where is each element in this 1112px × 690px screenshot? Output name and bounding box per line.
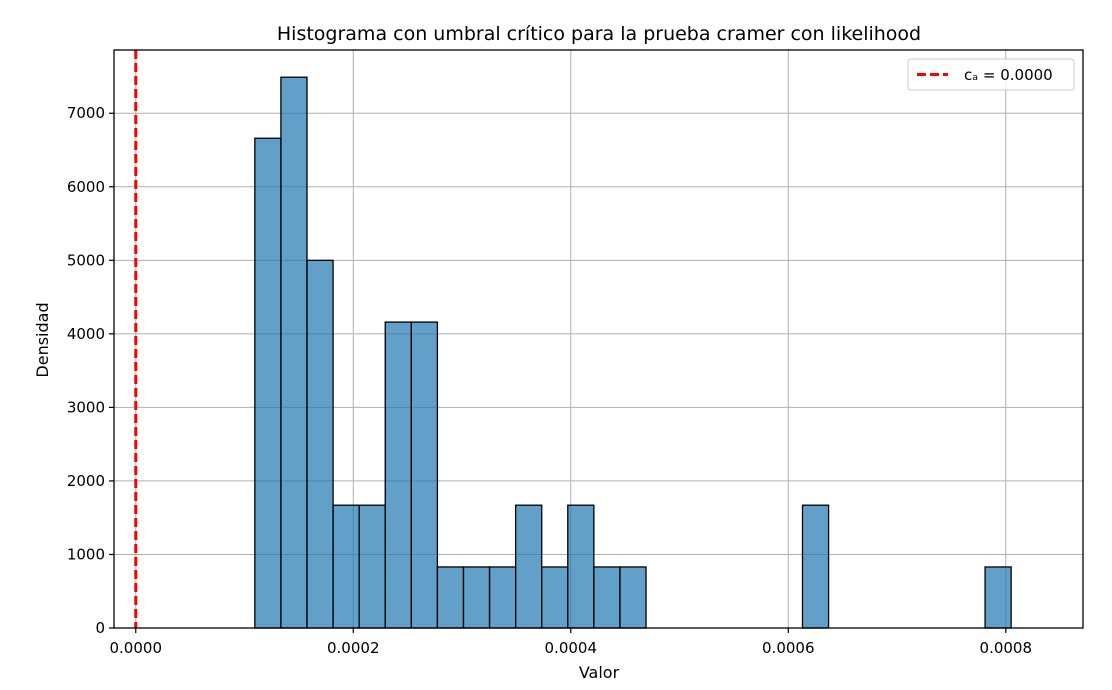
histogram-bar-6 <box>410 321 439 629</box>
histogram-bars <box>254 76 1012 629</box>
histogram-bar-5 <box>384 321 412 629</box>
histogram-bar-2 <box>306 259 334 629</box>
histogram-bar-9 <box>488 566 517 629</box>
y-tick-label-5: 5000 <box>67 251 105 269</box>
x-tick-label-0: 0.0000 <box>110 639 163 657</box>
histogram-bar-7 <box>436 566 465 629</box>
y-tick-label-1: 1000 <box>67 545 105 563</box>
histogram-bar-11 <box>541 566 569 629</box>
y-tick-label-0: 0 <box>95 619 105 637</box>
x-axis: 0.0000 0.0002 0.0004 0.0006 0.0008 <box>110 628 1033 657</box>
x-tick-label-3: 0.0006 <box>762 639 815 657</box>
y-tick-label-4: 4000 <box>67 325 105 343</box>
y-tick-label-6: 6000 <box>67 178 105 196</box>
y-tick-label-7: 7000 <box>67 104 105 122</box>
legend: cₐ = 0.0000 <box>907 58 1075 91</box>
histogram-bar-12 <box>567 504 595 629</box>
x-tick-label-1: 0.0002 <box>327 639 380 657</box>
histogram-bar-14 <box>619 566 647 629</box>
chart-title: Histograma con umbral crítico para la pr… <box>277 23 921 45</box>
plot-frame <box>113 49 1084 629</box>
histogram-bar-0 <box>254 137 282 629</box>
x-axis-label: Valor <box>579 663 620 682</box>
y-tick-label-2: 2000 <box>67 472 105 490</box>
legend-threshold-label: cₐ = 0.0000 <box>964 66 1053 84</box>
y-axis: 0 1000 2000 3000 4000 5000 6000 7000 <box>67 104 114 637</box>
histogram-bar-8 <box>462 566 491 629</box>
x-tick-label-2: 0.0004 <box>545 639 598 657</box>
x-tick-label-4: 0.0008 <box>980 639 1033 657</box>
histogram-bar-4 <box>358 504 386 629</box>
legend-box <box>907 58 1075 91</box>
y-tick-label-3: 3000 <box>67 398 105 416</box>
y-axis-label: Densidad <box>33 302 52 377</box>
histogram-bar-21 <box>801 504 830 629</box>
histogram-bar-13 <box>593 566 621 629</box>
histogram-bar-1 <box>280 76 308 629</box>
histogram-bar-10 <box>514 504 543 629</box>
histogram-bar-3 <box>332 504 360 629</box>
histogram-bar-28 <box>984 566 1012 629</box>
